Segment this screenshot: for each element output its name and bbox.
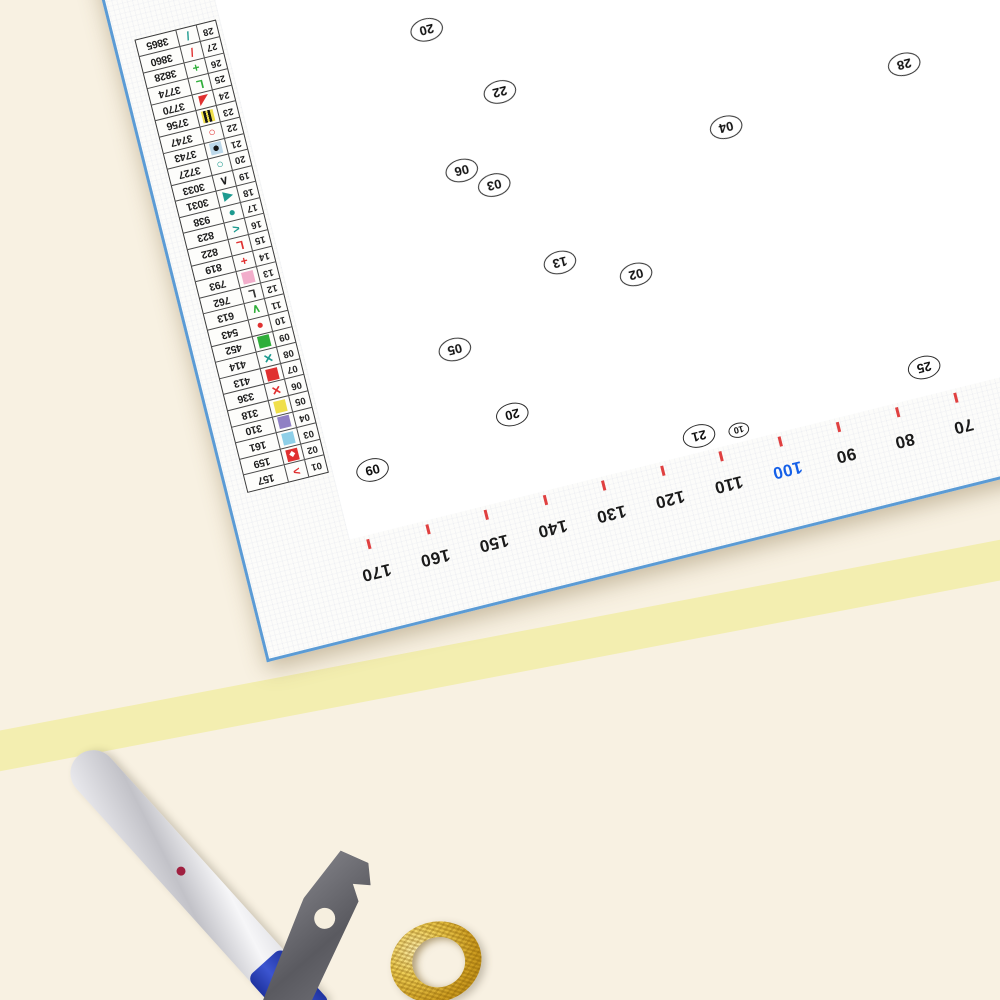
cross-stitch-kit-photo: 70 80 90 100 110 120 130 140 150 160 170 01 >157 02 ◆… [0,0,1000,1000]
floss-cards-area [0,0,1000,1000]
